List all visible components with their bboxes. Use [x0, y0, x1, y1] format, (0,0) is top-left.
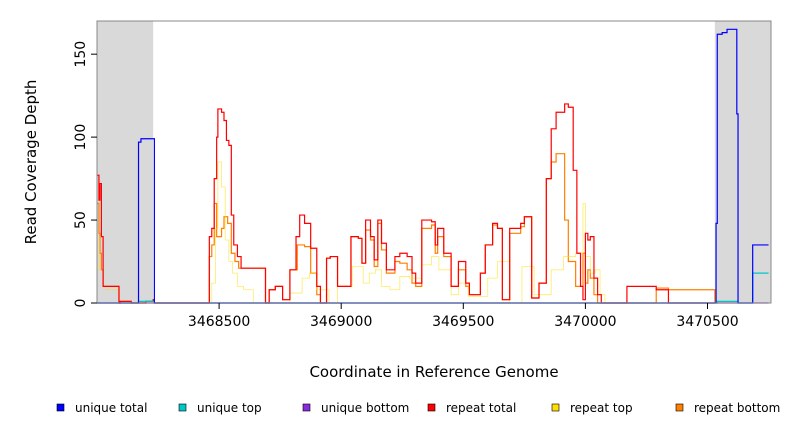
y-tick-label-2: 100	[73, 124, 89, 151]
x-tick-label-3: 3470000	[554, 314, 616, 330]
shaded-region-1	[714, 21, 771, 303]
x-axis-title: Coordinate in Reference Genome	[309, 363, 558, 381]
x-tick-label-0: 3468500	[188, 314, 250, 330]
x-tick-label-2: 3469500	[432, 314, 494, 330]
y-tick-label-0: 0	[73, 299, 89, 308]
y-tick-label-3: 150	[73, 41, 89, 68]
legend-label-repeat-total: repeat total	[446, 401, 516, 415]
series-layer	[97, 28, 769, 304]
plot-frame	[96, 20, 772, 304]
series-line-repeat-bottom	[97, 153, 716, 304]
legend-swatch-unique-total	[56, 403, 65, 412]
series-line-repeat-top	[97, 161, 715, 304]
series-line-repeat-total	[97, 103, 715, 304]
x-tick-label-1: 3469000	[310, 314, 372, 330]
legend: unique total unique top unique bottom repea…	[56, 401, 780, 415]
series-line-unique-total	[97, 28, 769, 304]
legend-swatch-unique-bottom	[302, 403, 311, 412]
legend-label-unique-top: unique top	[197, 401, 262, 415]
shaded-region-0	[97, 21, 154, 303]
legend-swatch-repeat-bottom	[675, 403, 684, 412]
legend-label-unique-bottom: unique bottom	[321, 401, 409, 415]
legend-label-unique-total: unique total	[75, 401, 147, 415]
legend-swatch-unique-top	[178, 403, 187, 412]
axes-layer: 3468500 3469000 3469500 3470000 3470500 0 50 10…	[73, 41, 739, 330]
shaded-region-layer	[97, 21, 771, 303]
legend-label-repeat-top: repeat top	[570, 401, 633, 415]
y-tick-label-1: 50	[73, 211, 89, 229]
legend-swatch-repeat-total	[427, 403, 436, 412]
legend-label-repeat-bottom: repeat bottom	[694, 401, 780, 415]
x-tick-label-4: 3470500	[676, 314, 738, 330]
y-axis-title: Read Coverage Depth	[22, 80, 40, 245]
legend-swatch-repeat-top	[551, 403, 560, 412]
